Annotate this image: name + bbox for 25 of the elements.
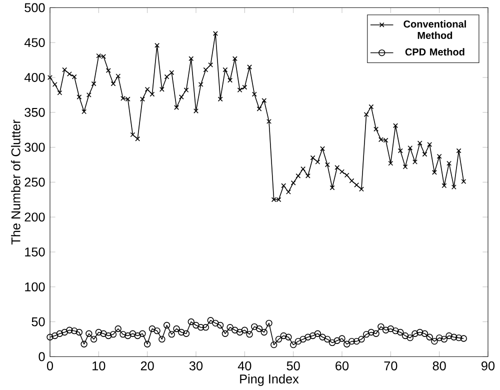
y-tick-label: 400 bbox=[24, 72, 45, 82]
legend-label: CPD Method bbox=[405, 48, 464, 56]
x-tick-label: 70 bbox=[384, 361, 398, 370]
y-tick-label: 350 bbox=[24, 108, 45, 117]
x-tick-label: 40 bbox=[238, 361, 252, 370]
x-tick-label: 30 bbox=[189, 361, 203, 370]
x-tick-label: 0 bbox=[46, 361, 54, 370]
y-tick-label: 50 bbox=[32, 317, 45, 326]
legend-label: Conventional Method bbox=[404, 20, 466, 39]
y-tick-label: 500 bbox=[24, 3, 45, 12]
x-tick-label: 50 bbox=[286, 361, 300, 370]
x-tick-label: 60 bbox=[336, 361, 349, 370]
x-tick-label: 10 bbox=[92, 361, 106, 370]
y-tick-label: 100 bbox=[25, 282, 45, 292]
y-tick-label: 0 bbox=[38, 352, 45, 362]
y-tick-label: 450 bbox=[24, 38, 45, 48]
y-tick-label: 250 bbox=[24, 178, 45, 187]
y-axis-title: The Number of Clutter bbox=[11, 120, 20, 245]
x-tick-label: 80 bbox=[432, 361, 446, 370]
y-tick-label: 200 bbox=[24, 212, 45, 222]
x-tick-label: 20 bbox=[140, 361, 154, 370]
x-axis-title: Ping Index bbox=[240, 374, 299, 386]
x-tick-label: 90 bbox=[482, 361, 495, 370]
y-tick-label: 300 bbox=[24, 142, 45, 152]
y-tick-label: 150 bbox=[25, 247, 45, 256]
